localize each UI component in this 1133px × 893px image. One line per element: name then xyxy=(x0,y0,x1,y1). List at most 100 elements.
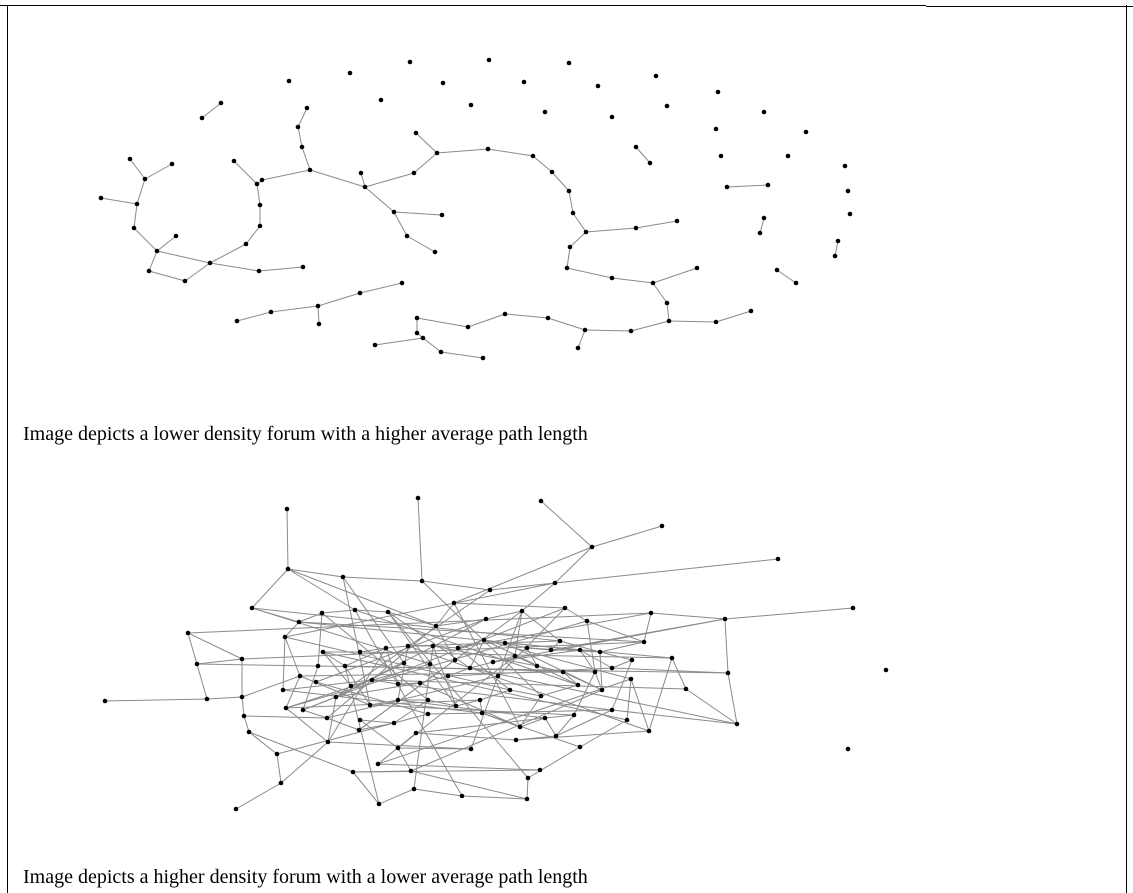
low-density-edge xyxy=(156,235,177,252)
low-density-node xyxy=(761,215,767,221)
high-density-edge xyxy=(322,651,346,667)
high-density-edge xyxy=(650,612,726,620)
high-density-node xyxy=(584,618,590,624)
low-density-edge xyxy=(309,169,366,188)
low-density-edge xyxy=(611,277,654,284)
high-density-node xyxy=(451,600,457,606)
high-density-node xyxy=(571,712,577,718)
high-density-node xyxy=(367,702,373,708)
high-density-edge xyxy=(287,568,344,578)
low-density-edge xyxy=(360,172,366,188)
high-density-edge xyxy=(526,647,601,653)
high-density-node xyxy=(525,775,531,781)
high-density-node xyxy=(537,767,543,773)
high-density-edge xyxy=(648,657,673,732)
high-density-edge xyxy=(421,580,542,697)
low-density-node xyxy=(257,223,263,229)
low-density-edge xyxy=(551,171,570,192)
high-density-node xyxy=(517,724,523,730)
high-density-node xyxy=(319,610,325,616)
low-density-edge xyxy=(415,132,438,154)
high-density-edge xyxy=(280,741,329,784)
high-density-node xyxy=(102,698,108,704)
high-density-node xyxy=(315,663,321,669)
high-density-node xyxy=(552,580,558,586)
low-density-edge xyxy=(270,305,319,313)
high-density-edge xyxy=(393,713,429,724)
low-density-node xyxy=(378,97,384,103)
low-density-node xyxy=(549,169,555,175)
high-density-edge xyxy=(514,610,523,657)
high-density-node xyxy=(278,780,284,786)
low-density-node xyxy=(315,303,321,309)
high-density-node xyxy=(669,655,675,661)
low-density-node xyxy=(411,170,417,176)
high-density-edge xyxy=(671,657,687,690)
low-density-edge xyxy=(245,225,261,245)
high-density-node xyxy=(391,720,397,726)
high-density-edge xyxy=(241,641,645,660)
high-density-edge xyxy=(526,777,529,800)
high-density-edge xyxy=(415,732,517,741)
low-density-node xyxy=(134,201,140,207)
low-density-node xyxy=(231,158,237,164)
low-density-edge xyxy=(666,302,670,322)
low-density-node xyxy=(420,335,426,341)
high-density-node xyxy=(352,607,358,613)
low-density-node xyxy=(414,315,420,321)
high-density-edge xyxy=(481,712,581,748)
frame-right-border xyxy=(1126,5,1127,893)
low-density-edge xyxy=(566,246,571,269)
high-density-node xyxy=(646,728,652,734)
high-density-node xyxy=(419,578,425,584)
high-density-edge xyxy=(378,788,415,805)
high-density-node xyxy=(524,645,530,651)
low-density-node xyxy=(793,280,799,286)
low-density-edge xyxy=(256,183,261,206)
high-density-edge xyxy=(470,610,523,750)
high-density-edge xyxy=(282,636,286,691)
low-density-node xyxy=(647,160,653,166)
low-density-node xyxy=(502,311,508,317)
high-density-edge xyxy=(611,709,738,725)
low-density-node xyxy=(358,170,364,176)
high-density-edge xyxy=(251,607,300,623)
high-density-node xyxy=(624,717,630,723)
low-density-edge xyxy=(374,337,424,346)
low-density-node xyxy=(362,184,368,190)
high-density-edge xyxy=(579,719,628,748)
low-density-node xyxy=(486,57,492,63)
low-density-edge xyxy=(776,269,797,284)
high-density-edge xyxy=(354,609,579,686)
high-density-edge xyxy=(469,667,738,725)
low-density-edge xyxy=(258,266,304,272)
low-density-node xyxy=(748,308,754,314)
high-density-edge xyxy=(196,658,243,665)
high-density-edge xyxy=(327,647,387,743)
low-density-node xyxy=(256,268,262,274)
high-density-edge xyxy=(243,715,250,733)
high-density-edge xyxy=(421,580,491,591)
high-density-edge xyxy=(432,645,538,667)
low-density-node xyxy=(268,309,274,315)
low-density-edge xyxy=(416,317,469,328)
low-density-node xyxy=(414,330,420,336)
low-density-node xyxy=(468,102,474,108)
low-density-node xyxy=(347,70,353,76)
low-density-edge xyxy=(440,351,484,359)
low-density-node xyxy=(566,188,572,194)
low-density-node xyxy=(566,60,572,66)
high-density-node xyxy=(249,605,255,611)
high-density-node xyxy=(427,661,433,667)
high-density-node xyxy=(401,660,407,666)
low-density-node xyxy=(694,265,700,271)
low-density-node xyxy=(259,177,265,183)
low-density-edge xyxy=(129,158,146,180)
high-density-node xyxy=(641,639,647,645)
low-density-node xyxy=(300,264,306,270)
high-density-node xyxy=(375,761,381,767)
high-density-edge xyxy=(282,679,373,691)
high-density-node xyxy=(592,669,598,675)
high-density-edge xyxy=(611,667,729,674)
high-density-edge xyxy=(397,747,412,772)
